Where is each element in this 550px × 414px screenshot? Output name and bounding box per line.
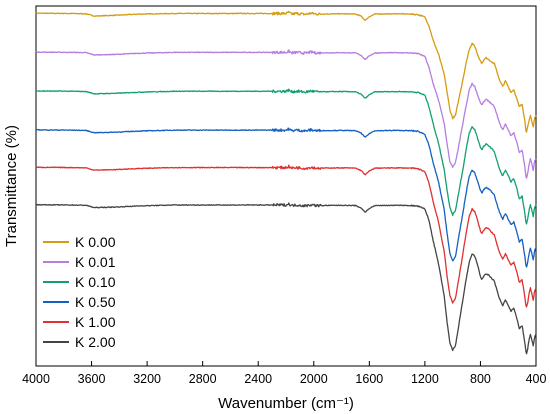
x-axis-ticks: 4000 3600 3200 2800 2400 2000 1600 1200 800 400 — [22, 361, 546, 386]
legend-label: K 0.01 — [75, 254, 116, 270]
series-line-k-0-10 — [35, 88, 537, 225]
x-tick-label: 3200 — [133, 372, 161, 386]
series-line-k-0-00 — [35, 10, 537, 133]
legend-label: K 0.10 — [75, 274, 116, 290]
x-tick-label: 2400 — [244, 372, 272, 386]
legend-label: K 0.50 — [75, 294, 116, 310]
legend-label: K 2.00 — [75, 334, 116, 350]
x-tick-label: 2800 — [189, 372, 217, 386]
plot-frame — [35, 5, 537, 367]
x-tick-label: 1200 — [411, 372, 439, 386]
x-tick-label: 400 — [526, 372, 547, 386]
series-line-k-2-00 — [35, 202, 537, 355]
legend: K 0.00 K 0.01 K 0.10 K 0.50 K 1.00 K 2.00 — [43, 234, 116, 350]
x-tick-label: 3600 — [78, 372, 106, 386]
x-tick-label: 4000 — [22, 372, 50, 386]
y-axis-title: Transmittance (%) — [3, 125, 20, 247]
x-tick-label: 1600 — [355, 372, 383, 386]
legend-label: K 0.00 — [75, 234, 116, 250]
x-tick-label: 800 — [470, 372, 491, 386]
series-line-k-0-01 — [35, 49, 537, 179]
legend-label: K 1.00 — [75, 314, 116, 330]
series-layer — [35, 10, 537, 355]
x-axis-title: Wavenumber (cm⁻¹) — [218, 395, 354, 412]
x-tick-label: 2000 — [300, 372, 328, 386]
series-line-k-0-50 — [35, 127, 537, 268]
series-line-k-1-00 — [35, 164, 537, 308]
